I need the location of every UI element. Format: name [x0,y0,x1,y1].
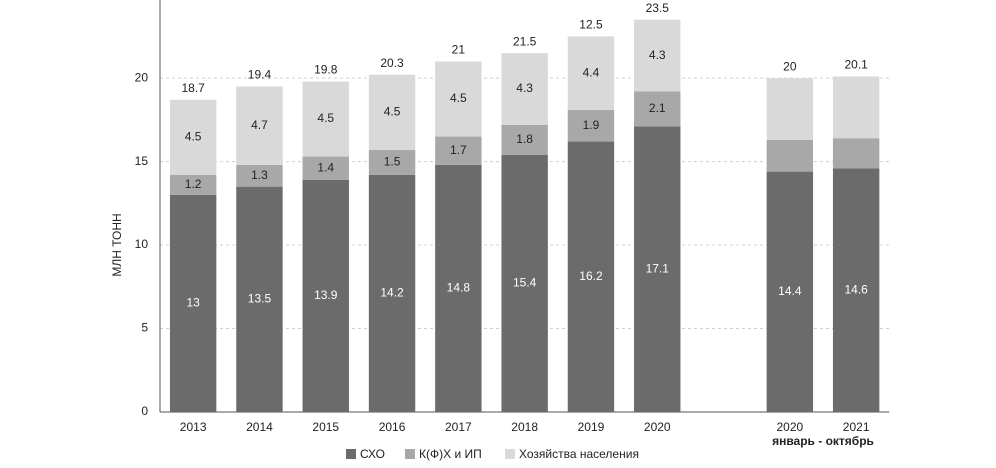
legend-swatch [405,449,415,459]
total-label: 19.8 [314,63,338,77]
bar-segment [501,53,548,125]
value-label: 13.5 [248,291,272,305]
bar-segment [634,126,681,412]
x-tick-label: 2020 [644,420,671,434]
y-tick-label: 5 [141,321,148,335]
total-label: 20 [783,59,797,73]
y-tick-label: 15 [135,154,149,168]
bar-segment [567,36,615,110]
legend-swatch [505,449,515,459]
bar-segment [634,91,681,127]
value-label: 4.3 [649,48,666,62]
bar-segment [169,194,217,412]
x-tick-label: 2018 [511,420,538,434]
bar-segment [766,78,814,140]
value-label: 4.5 [384,105,401,119]
bar-segment [567,141,615,412]
legend-swatch [346,449,356,459]
bar-segment [832,138,880,169]
total-label: 21.5 [513,34,537,48]
bar-segment [368,174,416,412]
bar-segment [832,76,880,139]
bar-segment [302,156,349,180]
value-label: 1.7 [450,143,467,157]
bar-segment [368,149,416,175]
value-label: 4.5 [317,111,334,125]
bar-segment [501,124,548,155]
x-tick-label: 2019 [578,420,605,434]
x-tick-label: 2020 [776,420,803,434]
legend-label: СХО [360,447,385,461]
x-tick-label: 2015 [312,420,339,434]
legend-label: К(Ф)Х и ИП [419,447,482,461]
value-label: 14.6 [844,282,868,296]
y-tick-label: 0 [141,404,148,418]
bar-segment [832,168,880,412]
total-label: 18.7 [181,81,205,95]
value-label: 13.9 [314,288,338,302]
y-tick-label: 20 [135,70,149,84]
bar-segment [302,179,349,412]
bar-segment [766,171,814,412]
value-label: 15.4 [513,276,537,290]
bar-segment [634,19,681,92]
value-label: 1.4 [317,160,334,174]
total-label: 20.1 [844,58,868,72]
value-label: 13 [186,296,200,310]
bar-segment [368,74,416,150]
value-label: 14.2 [380,286,404,300]
bar-segment [236,186,283,412]
value-label: 2.1 [649,101,666,115]
x-tick-label: 2013 [180,420,207,434]
value-label: 4.4 [583,65,600,79]
value-label: 1.3 [251,168,268,182]
total-label: 19.4 [248,68,272,82]
value-label: 4.5 [450,91,467,105]
value-label: 1.5 [384,155,401,169]
value-label: 14.4 [778,284,802,298]
total-label: 12.5 [579,18,603,32]
bar-segment [169,174,217,195]
bar-segment [169,99,217,175]
value-label: 4.7 [251,118,268,132]
x-tick-label: 2021 [843,420,870,434]
value-label: 16.2 [579,269,603,283]
x-tick-label: 2017 [445,420,472,434]
bar-segment [435,164,482,412]
x-tick-label: 2016 [379,420,406,434]
bar-segment [567,109,615,142]
x-tick-label: 2014 [246,420,273,434]
bar-segment [236,86,283,165]
value-label: 1.2 [185,177,202,191]
value-label: 1.8 [516,132,533,146]
bar-segment [501,154,548,412]
value-label: 4.5 [185,130,202,144]
total-label: 20.3 [380,56,404,70]
value-label: 14.8 [447,281,471,295]
period-label: январь - октябрь [772,434,874,448]
y-tick-label: 10 [135,237,149,251]
bar-segment [236,164,283,187]
bar-segment [435,136,482,165]
bar-segment [302,81,349,157]
total-label: 23.5 [646,1,670,15]
y-axis-title: МЛН ТОНН [110,213,124,276]
total-label: 21 [452,43,466,57]
legend-label: Хозяйства населения [519,447,639,461]
value-label: 17.1 [646,261,670,275]
bar-segment [435,61,482,137]
bar-segment [766,139,814,172]
value-label: 1.9 [583,118,600,132]
value-label: 4.3 [516,81,533,95]
